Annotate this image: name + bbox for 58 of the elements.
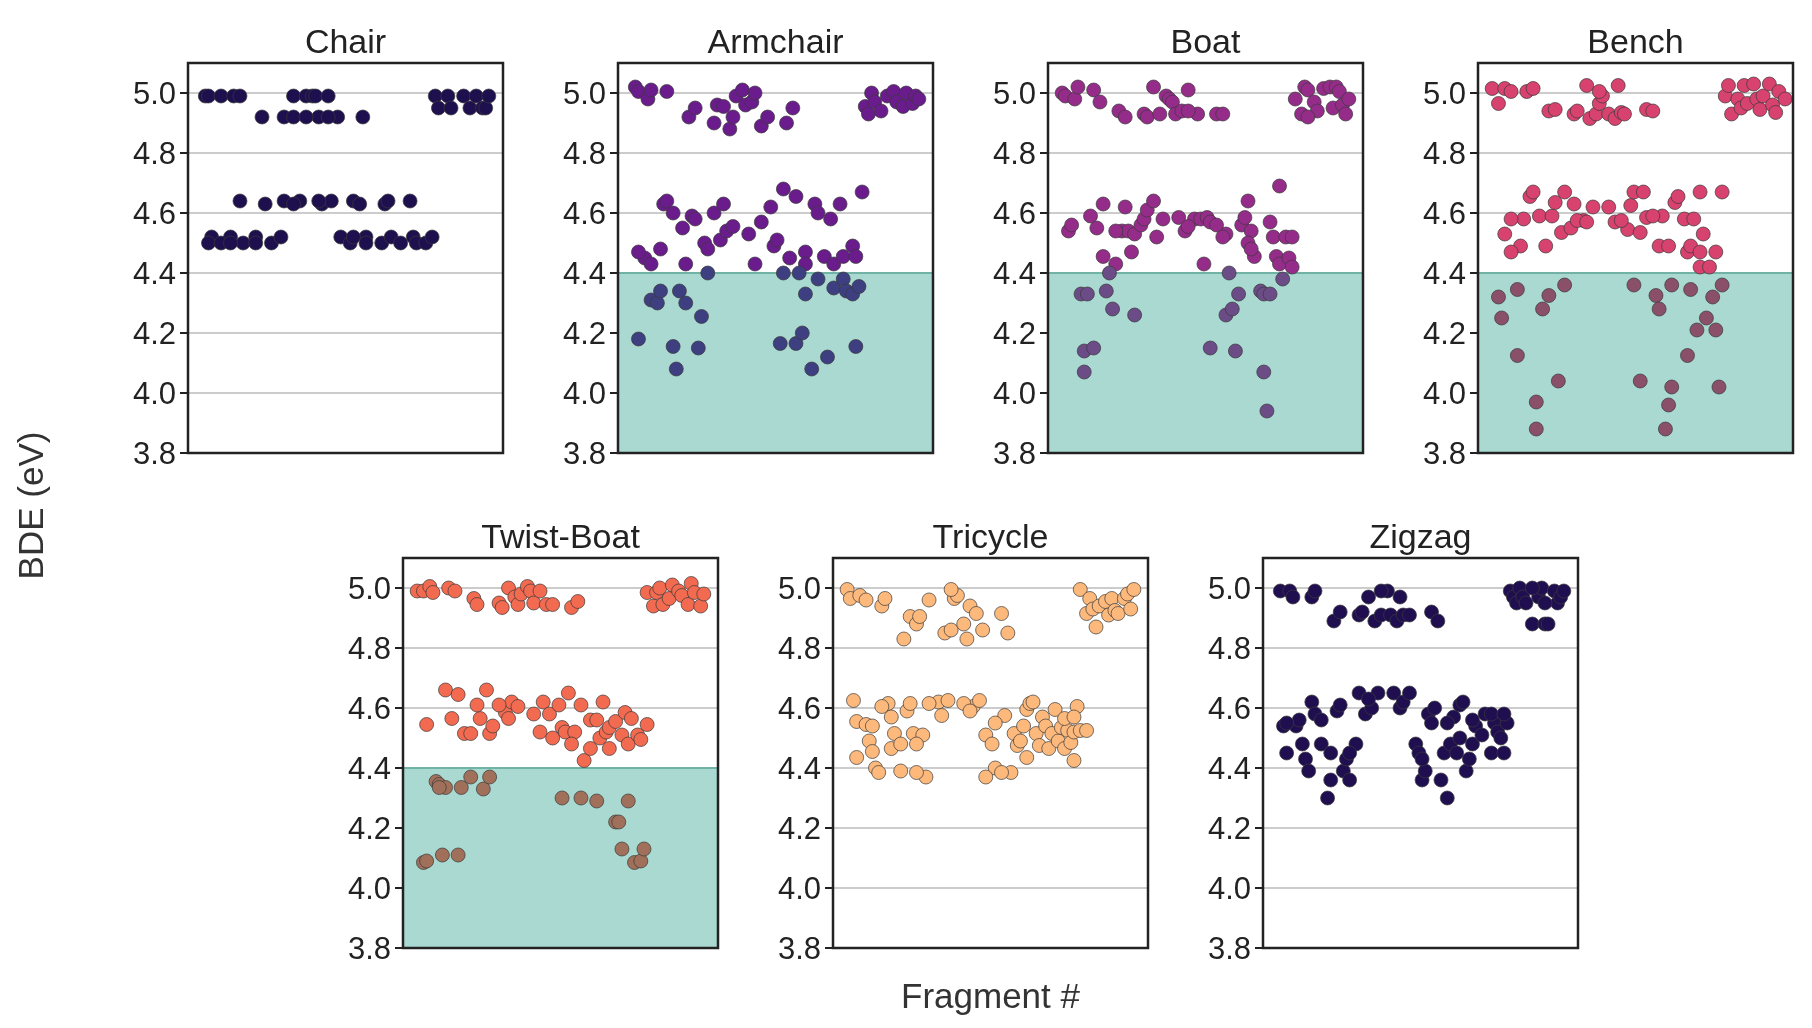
- y-tick-label: 4.2: [777, 810, 821, 846]
- y-tick-label: 4.6: [1207, 690, 1251, 726]
- y-tick-label: 4.4: [1207, 750, 1251, 786]
- y-tick-label: 3.8: [1422, 435, 1466, 471]
- chart-title: Chair: [304, 22, 387, 60]
- y-tick-label: 4.2: [1207, 810, 1251, 846]
- y-tick-label: 3.8: [992, 435, 1036, 471]
- y-tick-label: 4.0: [1422, 375, 1466, 411]
- y-tick-label: 3.8: [132, 435, 176, 471]
- y-tick-label: 5.0: [132, 75, 176, 111]
- y-tick-label: 4.0: [562, 375, 606, 411]
- y-tick-label: 4.8: [1207, 630, 1251, 666]
- y-tick-label: 4.6: [132, 195, 176, 231]
- y-tick-label: 4.4: [562, 255, 606, 291]
- chart-title: Boat: [1170, 22, 1242, 60]
- y-tick-label: 4.8: [132, 135, 176, 171]
- chart-title: Bench: [1587, 22, 1684, 60]
- y-tick-label: 5.0: [992, 75, 1036, 111]
- y-tick-label: 4.6: [562, 195, 606, 231]
- y-tick-label: 5.0: [347, 570, 391, 606]
- y-tick-label: 4.4: [347, 750, 391, 786]
- y-tick-label: 4.4: [132, 255, 176, 291]
- y-tick-label: 4.0: [992, 375, 1036, 411]
- y-tick-label: 5.0: [777, 570, 821, 606]
- y-tick-label: 5.0: [1207, 570, 1251, 606]
- y-tick-label: 4.6: [992, 195, 1036, 231]
- y-tick-label: 4.6: [347, 690, 391, 726]
- chart-title: Zigzag: [1369, 517, 1472, 555]
- y-tick-label: 4.4: [1422, 255, 1466, 291]
- y-tick-label: 4.6: [777, 690, 821, 726]
- y-tick-label: 4.8: [562, 135, 606, 171]
- y-tick-label: 3.8: [347, 930, 391, 966]
- y-tick-label: 5.0: [562, 75, 606, 111]
- y-tick-label: 4.8: [1422, 135, 1466, 171]
- y-tick-label: 4.2: [1422, 315, 1466, 351]
- x-axis-title: Fragment #: [901, 976, 1081, 1015]
- y-tick-label: 4.0: [1207, 870, 1251, 906]
- y-tick-label: 4.4: [777, 750, 821, 786]
- y-tick-label: 4.0: [777, 870, 821, 906]
- y-tick-label: 4.8: [777, 630, 821, 666]
- y-tick-label: 4.4: [992, 255, 1036, 291]
- y-tick-label: 5.0: [1422, 75, 1466, 111]
- y-tick-label: 4.2: [562, 315, 606, 351]
- chart-title: Armchair: [707, 22, 844, 60]
- y-tick-label: 4.0: [132, 375, 176, 411]
- y-tick-label: 4.6: [1422, 195, 1466, 231]
- y-tick-label: 4.2: [992, 315, 1036, 351]
- y-tick-label: 3.8: [562, 435, 606, 471]
- chart-title: Twist-Boat: [481, 517, 641, 555]
- y-tick-label: 4.2: [132, 315, 176, 351]
- y-tick-label: 4.2: [347, 810, 391, 846]
- y-tick-label: 3.8: [1207, 930, 1251, 966]
- y-axis-title: BDE (eV): [11, 431, 50, 580]
- chart-title: Tricycle: [932, 517, 1049, 555]
- y-tick-label: 4.8: [347, 630, 391, 666]
- y-tick-label: 3.8: [777, 930, 821, 966]
- y-tick-label: 4.8: [992, 135, 1036, 171]
- y-tick-label: 4.0: [347, 870, 391, 906]
